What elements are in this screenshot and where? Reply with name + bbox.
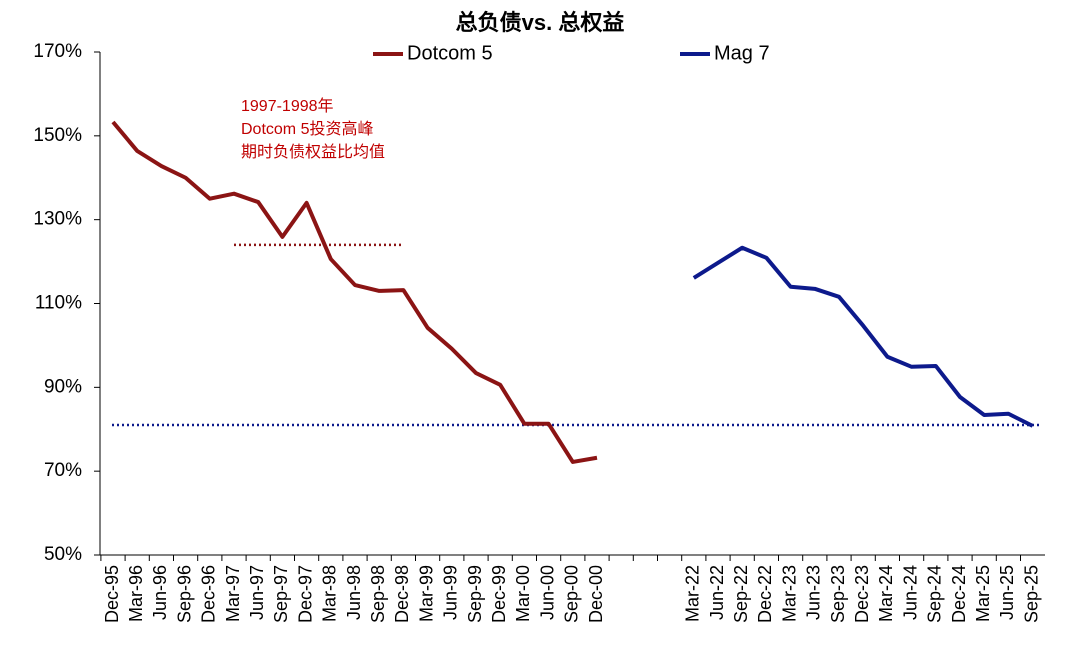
x-tick-label: Dec-99 bbox=[489, 565, 509, 623]
x-tick-label: Mar-24 bbox=[876, 565, 896, 622]
series-line bbox=[692, 245, 1034, 428]
chart-title: 总负债vs. 总权益 bbox=[456, 10, 625, 35]
x-tick-label: Dec-22 bbox=[755, 565, 775, 623]
y-tick-label: 130% bbox=[33, 209, 82, 230]
series-line bbox=[111, 120, 598, 464]
x-tick-label: Jun-98 bbox=[344, 565, 364, 620]
x-tick-label: Sep-00 bbox=[562, 565, 582, 623]
x-tick-label: Mar-25 bbox=[973, 565, 993, 622]
x-tick-label: Sep-96 bbox=[174, 565, 194, 623]
legend-label: Mag 7 bbox=[714, 42, 770, 64]
x-tick-label: Jun-97 bbox=[247, 565, 267, 620]
x-tick-label: Mar-97 bbox=[223, 565, 243, 622]
x-tick-label: Mar-96 bbox=[126, 565, 146, 622]
x-tick-label: Mar-00 bbox=[513, 565, 533, 622]
y-tick-label: 150% bbox=[33, 125, 82, 146]
x-tick-label: Sep-24 bbox=[925, 565, 945, 623]
x-tick-label: Jun-25 bbox=[997, 565, 1017, 620]
x-tick-label: Sep-97 bbox=[271, 565, 291, 623]
x-tick-label: Dec-98 bbox=[392, 565, 412, 623]
y-tick-label: 170% bbox=[33, 41, 82, 62]
x-tick-label: Mar-22 bbox=[683, 565, 703, 622]
x-tick-label: Sep-22 bbox=[731, 565, 751, 623]
x-tick-label: Jun-22 bbox=[707, 565, 727, 620]
y-tick-label: 70% bbox=[44, 460, 82, 481]
x-tick-label: Mar-23 bbox=[779, 565, 799, 622]
x-tick-label: Dec-23 bbox=[852, 565, 872, 623]
x-tick-label: Jun-99 bbox=[441, 565, 461, 620]
x-tick-label: Jun-00 bbox=[537, 565, 557, 620]
x-tick-label: Dec-96 bbox=[199, 565, 219, 623]
y-tick-label: 90% bbox=[44, 376, 82, 397]
x-tick-label: Mar-99 bbox=[416, 565, 436, 622]
x-tick-label: Sep-25 bbox=[1021, 565, 1041, 623]
y-tick-label: 110% bbox=[35, 293, 82, 314]
x-tick-label: Dec-95 bbox=[102, 565, 122, 623]
annotation: 1997-1998年 bbox=[241, 97, 334, 115]
x-tick-label: Dec-24 bbox=[949, 565, 969, 623]
x-tick-label: Dec-97 bbox=[295, 565, 315, 623]
x-tick-label: Jun-23 bbox=[804, 565, 824, 620]
y-tick-label: 50% bbox=[44, 544, 82, 565]
x-tick-label: Sep-98 bbox=[368, 565, 388, 623]
legend-label: Dotcom 5 bbox=[407, 42, 493, 64]
x-tick-label: Jun-96 bbox=[150, 565, 170, 620]
x-tick-label: Dec-00 bbox=[586, 565, 606, 623]
annotation: Dotcom 5投资高峰 bbox=[241, 120, 373, 138]
x-tick-label: Jun-24 bbox=[900, 565, 920, 620]
x-tick-label: Sep-23 bbox=[828, 565, 848, 623]
annotation: 期时负债权益比均值 bbox=[241, 143, 385, 161]
x-tick-label: Sep-99 bbox=[465, 565, 485, 623]
x-tick-label: Mar-98 bbox=[320, 565, 340, 622]
